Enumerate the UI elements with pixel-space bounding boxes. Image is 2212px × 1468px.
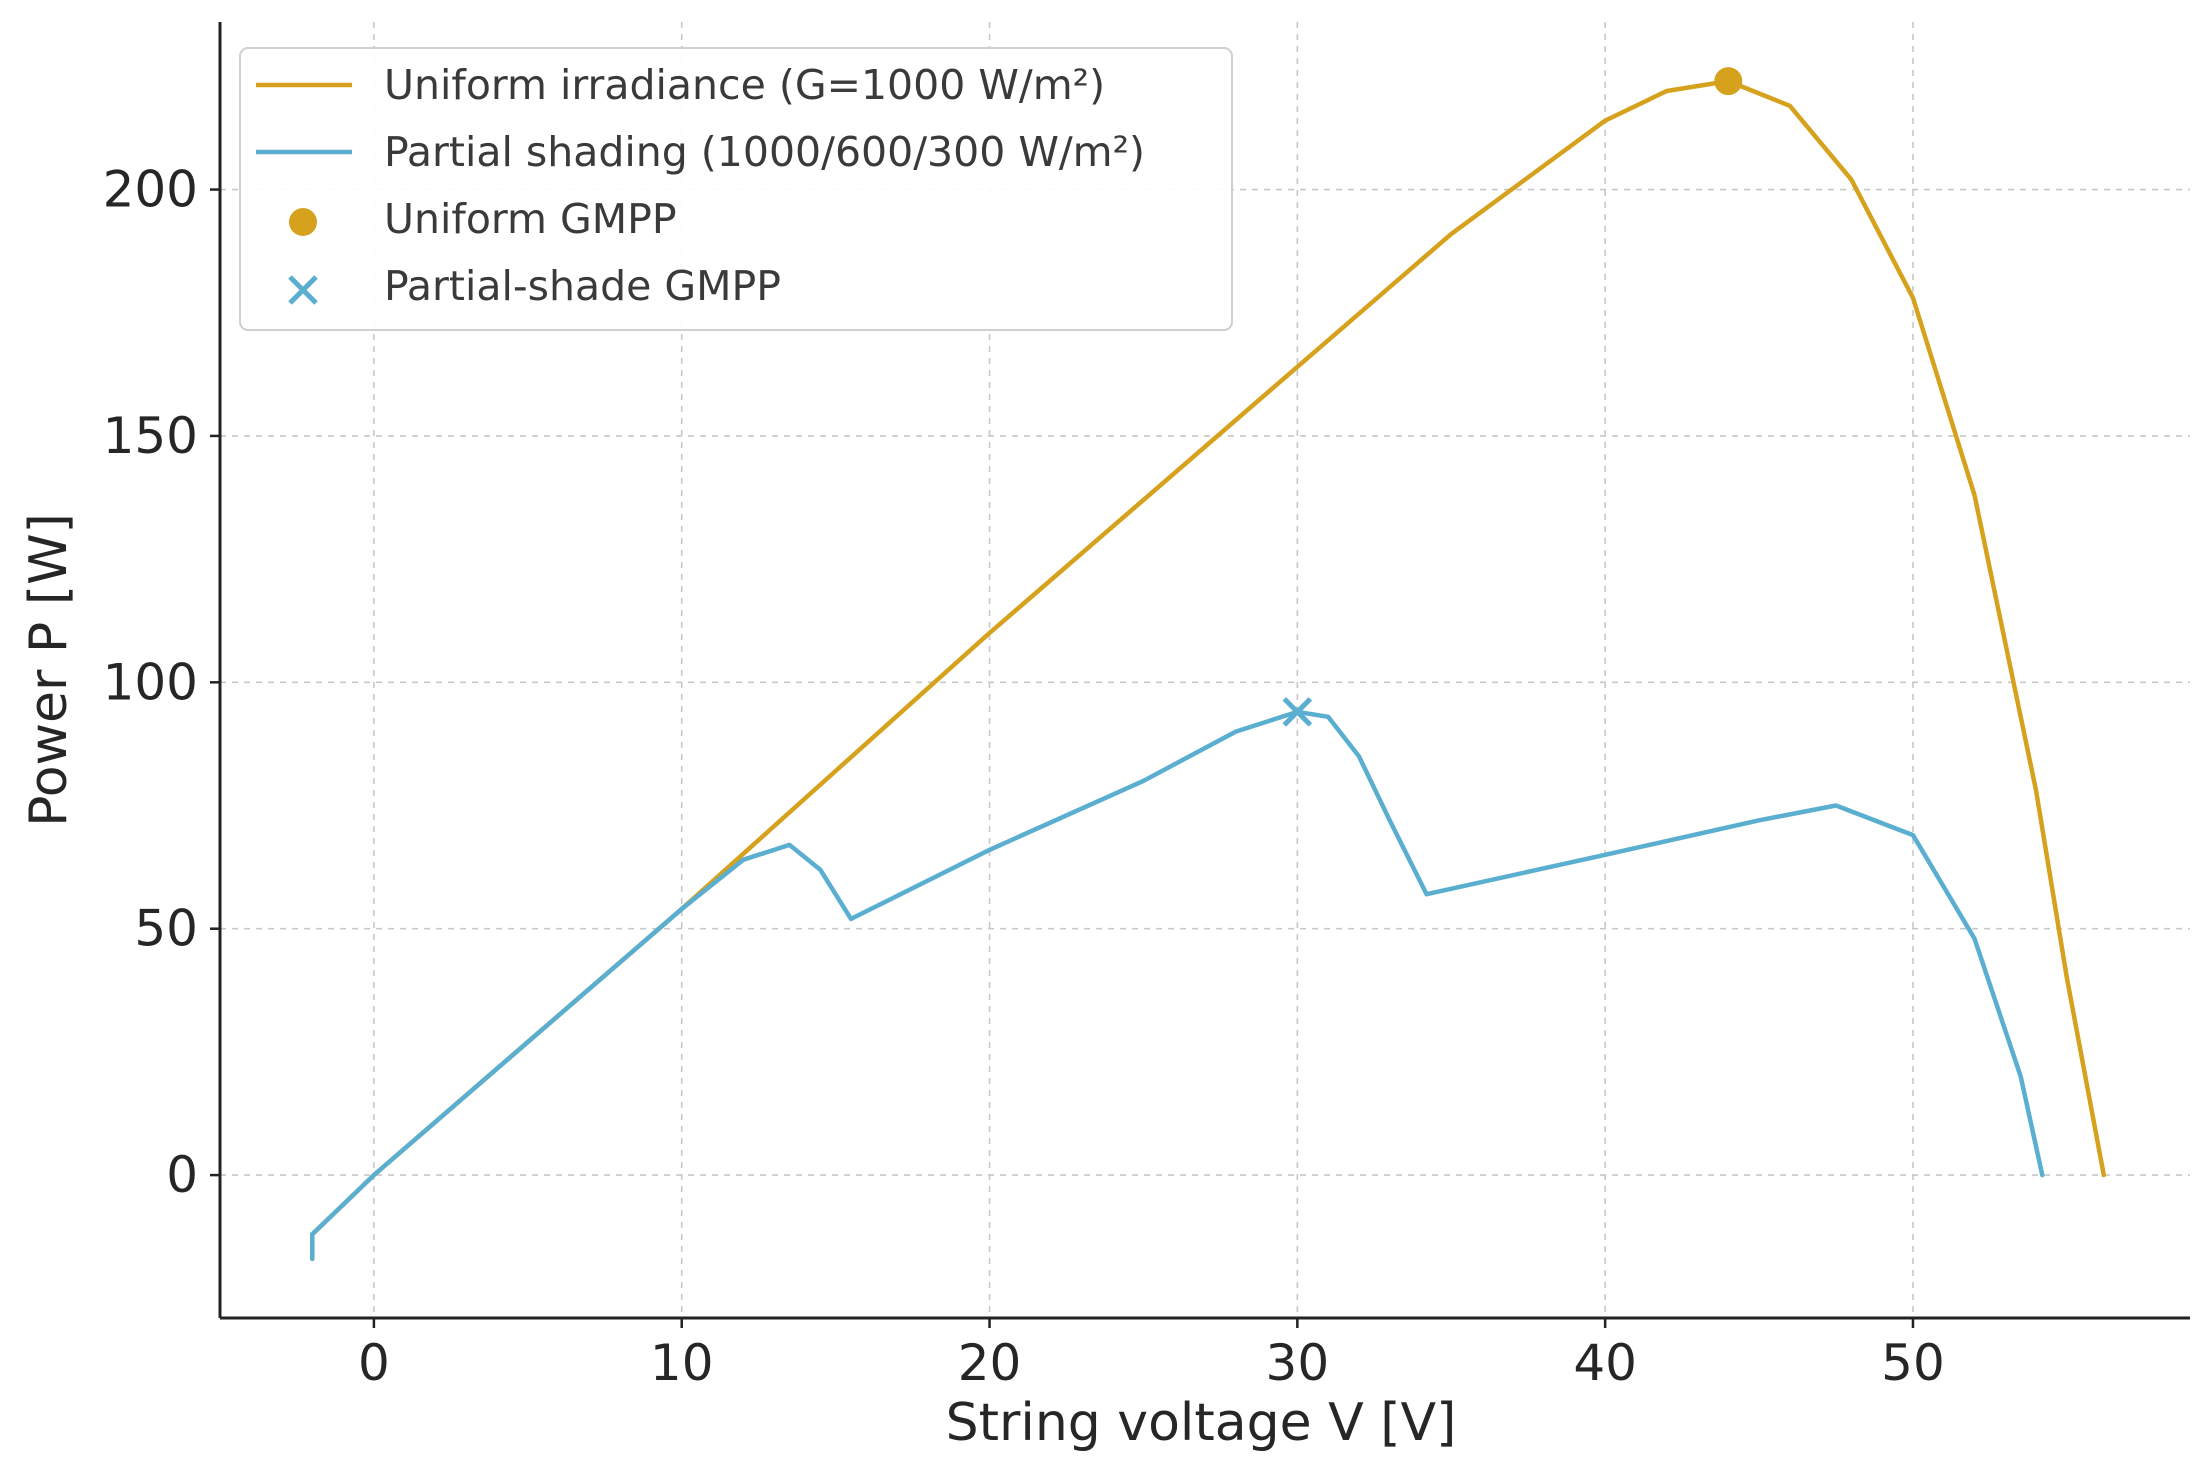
x-tick-label-0: 0: [358, 1334, 390, 1392]
series-layer: [310, 78, 2107, 1262]
series-line-partial: [310, 709, 2045, 1262]
legend-label-uniform: Uniform irradiance (G=1000 W/m²): [384, 61, 1105, 109]
legend-label-partial-gmpp: Partial-shade GMPP: [384, 262, 781, 310]
axis-layer: 0 10 20 30 40 50 0 50 100 150 200: [103, 22, 2190, 1392]
marker-partial-gmpp: [1282, 697, 1313, 727]
y-tick-label-200: 200: [103, 161, 198, 219]
y-tick-label-100: 100: [103, 653, 198, 711]
legend: Uniform irradiance (G=1000 W/m²) Partial…: [239, 47, 1233, 331]
y-tick-label-150: 150: [103, 407, 198, 465]
marker-layer: [1282, 67, 1743, 727]
legend-label-uniform-gmpp: Uniform GMPP: [384, 195, 677, 243]
x-axis-label: String voltage V [V]: [946, 1393, 1457, 1453]
x-tick-label-40: 40: [1573, 1334, 1637, 1392]
y-tick-label-0: 0: [166, 1146, 198, 1204]
x-tick-label-20: 20: [958, 1334, 1022, 1392]
y-axis-label: Power P [W]: [19, 513, 79, 827]
x-tick-label-50: 50: [1881, 1334, 1945, 1392]
x-tick-label-30: 30: [1266, 1334, 1330, 1392]
x-tick-label-10: 10: [650, 1334, 714, 1392]
marker-cross-stroke: [1282, 697, 1313, 727]
legend-label-partial: Partial shading (1000/600/300 W/m²): [384, 128, 1145, 176]
legend-marker-uniform-gmpp: [289, 208, 317, 236]
marker-uniform-gmpp: [1714, 67, 1743, 96]
legend-frame: [239, 47, 1233, 331]
legend-marker-partial-gmpp: [288, 275, 318, 305]
y-tick-label-50: 50: [134, 900, 198, 958]
